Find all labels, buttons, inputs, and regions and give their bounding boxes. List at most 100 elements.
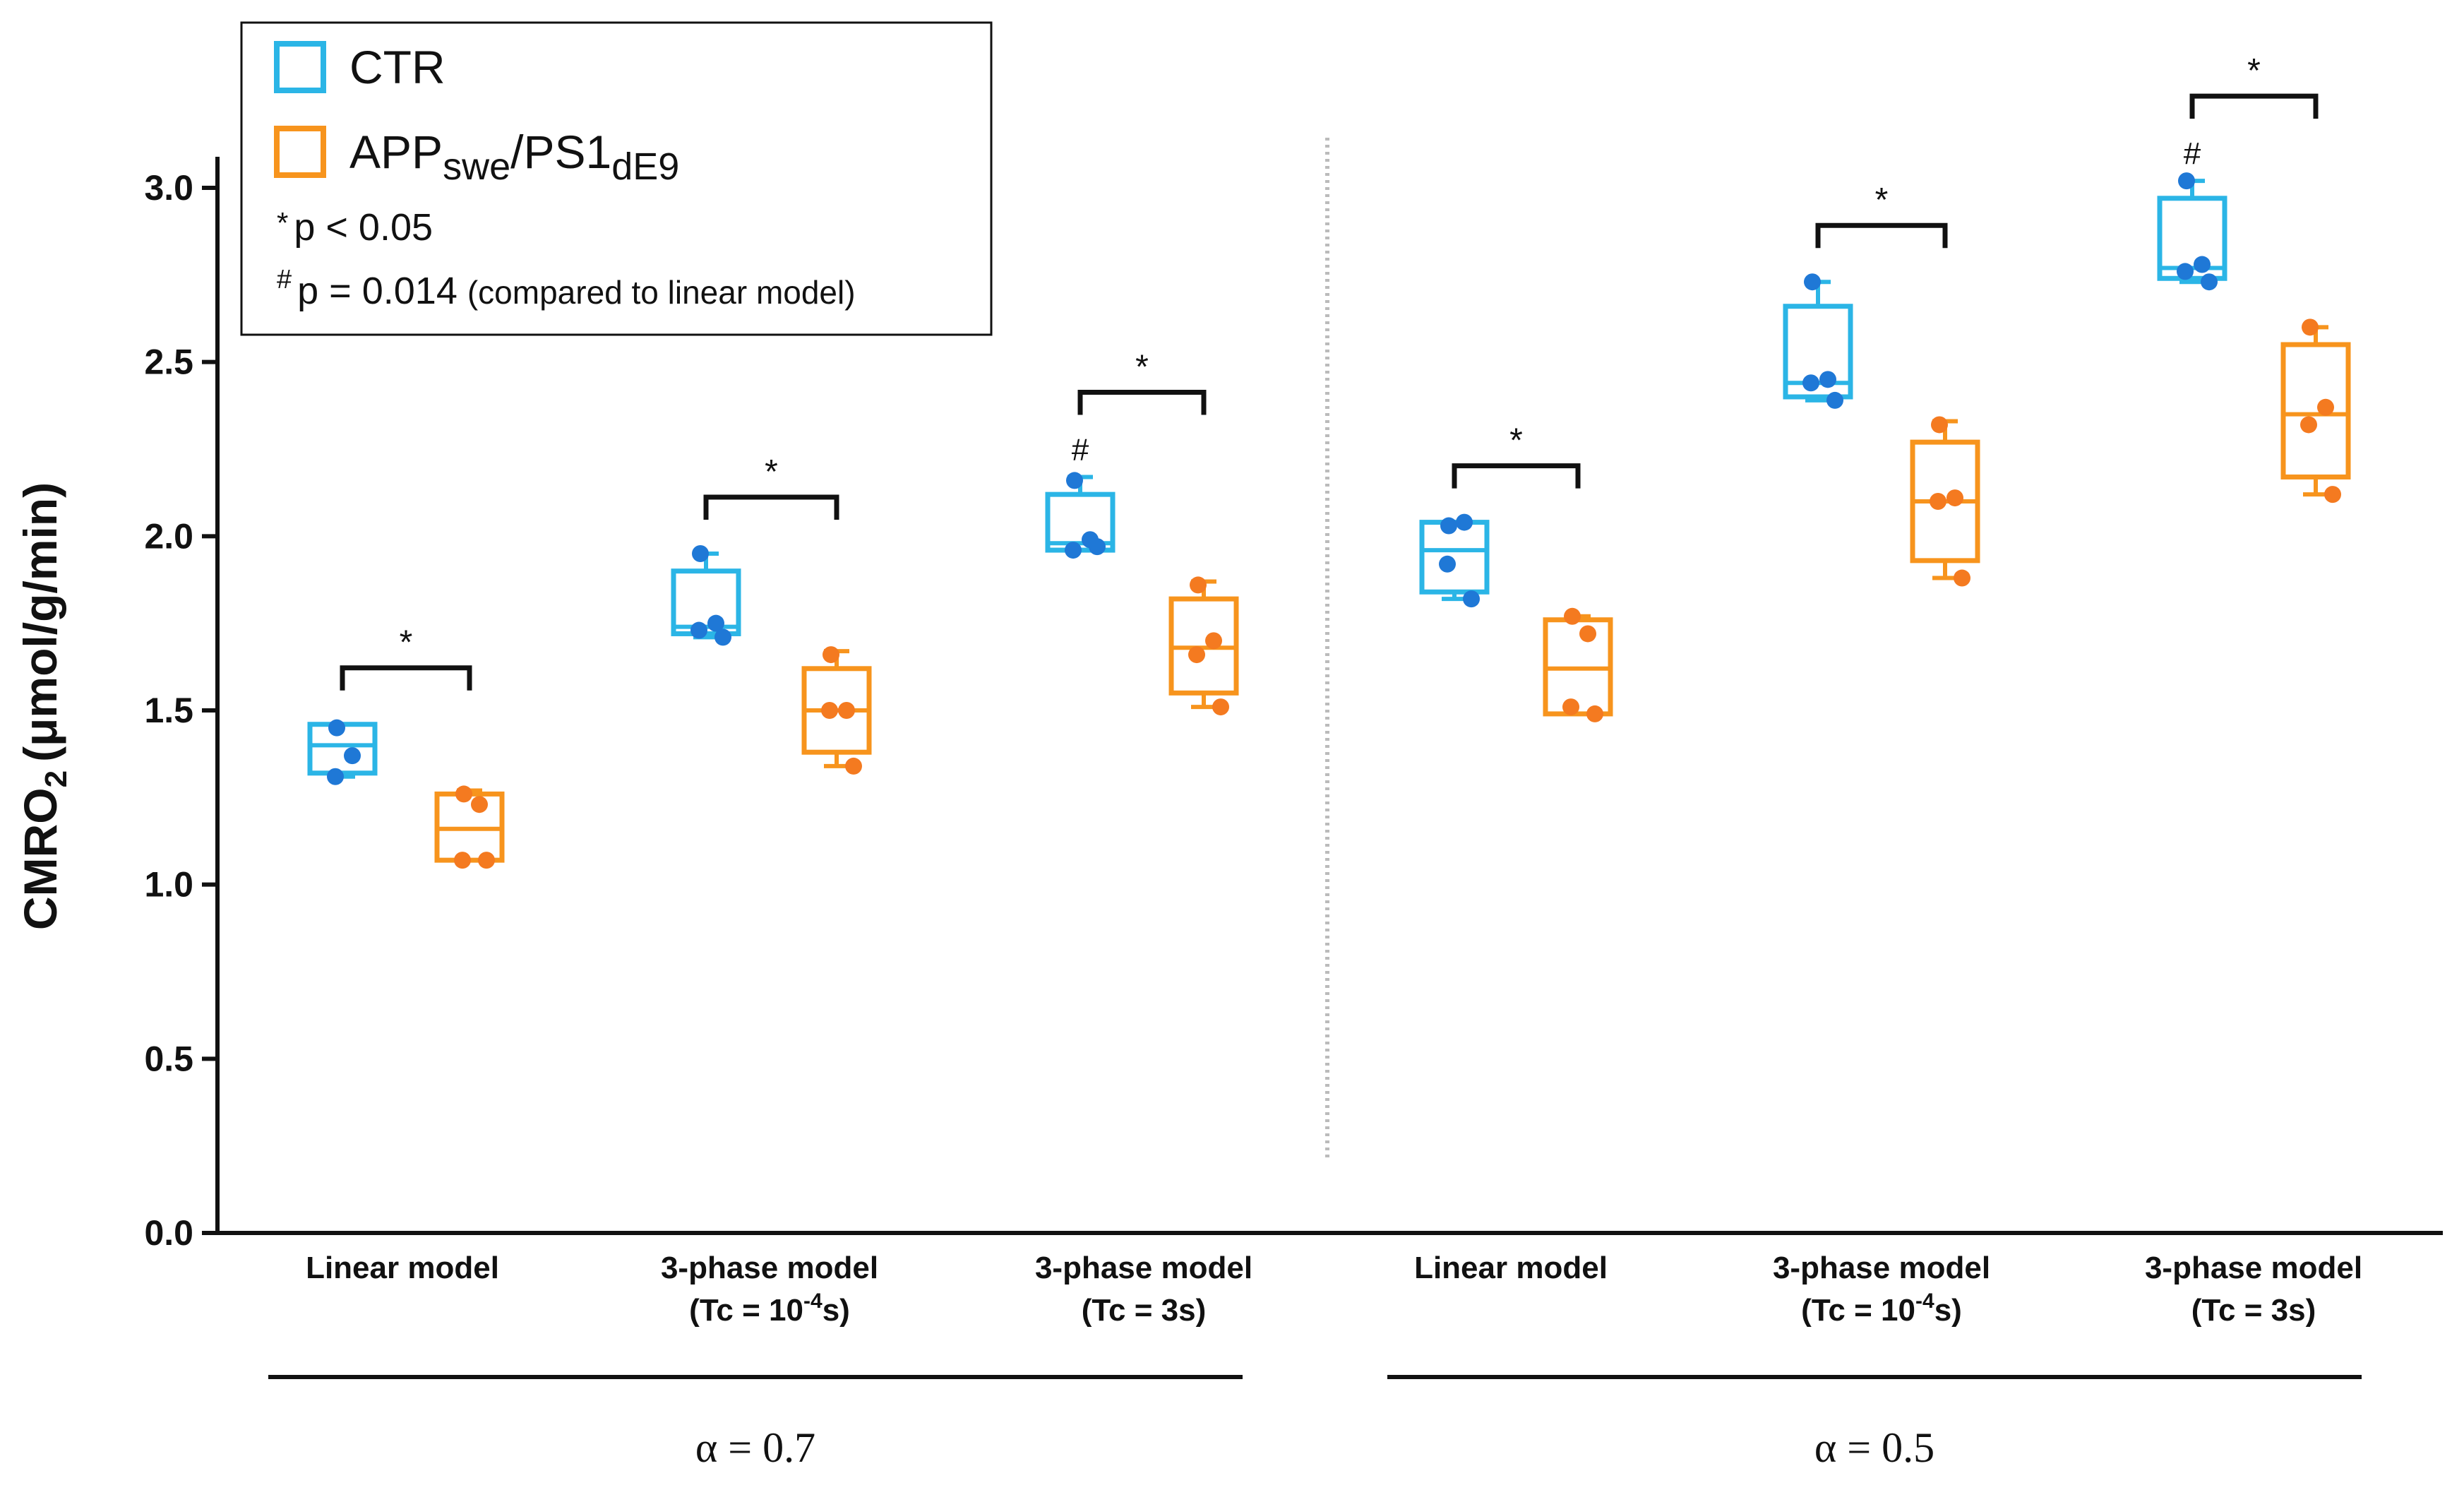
ctr-box-0-2 [1045,472,1116,559]
data-point [2178,172,2195,190]
data-point [1463,590,1480,608]
y-ticks: 0.0 0.5 1.0 1.5 2.0 2.5 3.0 [144,168,217,1253]
data-point [2300,416,2317,434]
significance-star: * [1509,422,1523,460]
data-point [821,702,838,719]
app-box-0-1 [801,646,872,775]
data-point [1456,513,1473,531]
significance-bracket: * [1452,422,1581,489]
y-tick-label: 1.5 [144,691,193,730]
group-label: α = 0.7 [695,1424,815,1471]
category-label: Linear model [1414,1251,1608,1285]
significance-star: * [1875,181,1889,219]
data-point [1439,555,1456,573]
app-box-0-2 [1168,576,1239,716]
data-point [714,628,731,646]
data-point [2194,256,2211,273]
category-label-line1: 3-phase model [1773,1251,1990,1285]
ctr-box-0-0 [307,719,378,785]
data-point [2317,398,2334,416]
data-point [2302,318,2319,336]
data-point [1819,371,1836,388]
data-point [1089,538,1106,556]
legend: CTR APPswe/PS1dE9 * p < 0.05 # p = 0.014 (c… [240,21,993,336]
data-point [471,796,488,813]
data-point [478,852,495,869]
data-point [1440,517,1457,535]
data-point [1205,632,1222,650]
legend-app-label: APPswe/PS1dE9 [349,126,679,188]
hash-marker: # [1072,432,1089,467]
data-point [1802,374,1819,392]
data-point [454,852,471,869]
y-tick-label: 2.0 [144,516,193,556]
legend-ctr-label: CTR [349,41,445,93]
axes [215,157,2443,1235]
hash-marker: # [2184,136,2201,171]
ctr-box-0-1 [671,545,741,646]
y-tick-label: 3.0 [144,168,193,208]
y-tick-label: 0.0 [144,1213,193,1253]
legend-ctr-swatch [274,41,326,93]
category-labels: Linear model 3-phase model(Tc = 10-4s)3-p… [306,1251,2362,1328]
legend-app-swatch [274,126,326,178]
category-label: 3-phase model (Tc = 10-4s) [661,1251,878,1328]
category-label: 3-phase model (Tc = 3s) [1035,1251,1252,1328]
data-point [328,719,345,737]
box-iqr [671,568,741,636]
bracket-line [2189,93,2319,119]
y-axis-label: CMRO2(μmol/g/min) [14,482,73,930]
data-point [2324,486,2341,503]
significance-star: * [400,624,413,662]
category-label-line2: (Tc = 3s) [1082,1293,1206,1328]
category-label-line1: 3-phase model [2145,1251,2362,1285]
significance-bracket: * [340,624,472,691]
significance-bracket: * [2189,52,2319,119]
box-iqr [2280,342,2351,479]
category-label: 3-phase model (Tc = 3s) [2145,1251,2362,1328]
app-box-1-0 [1543,607,1613,722]
category-label-line1: 3-phase model [661,1251,878,1285]
data-point [1065,542,1082,559]
bracket-line [1815,222,1948,249]
bracket-line [703,494,839,520]
data-point [344,747,361,765]
data-point [692,545,709,562]
significance-star: * [1135,348,1149,386]
data-point [1564,607,1581,625]
ctr-box-1-2 [2157,172,2227,291]
significance-star: * [765,453,778,491]
data-point [1579,625,1596,643]
data-point [1930,493,1946,510]
y-tick-label: 1.0 [144,865,193,905]
category-label: 3-phase model (Tc = 10-4s) [1773,1251,1990,1328]
alpha-group-1: α = 0.7 [268,1375,1243,1471]
y-tick-label: 0.5 [144,1039,193,1078]
box-iqr [2157,196,2227,281]
bracket-line [1452,463,1581,489]
ctr-box-1-0 [1419,513,1490,608]
data-point [1212,698,1229,716]
app-box-0-0 [434,785,505,869]
category-label-line1: Linear model [306,1251,499,1285]
app-box-1-2 [2280,318,2351,503]
data-point [1946,489,1963,507]
category-label-line1: Linear model [1414,1251,1608,1285]
data-point [1190,576,1207,594]
category-label-line2: (Tc = 3s) [2191,1293,2316,1328]
significance-star: * [2247,52,2261,90]
significance-bracket: * [1077,348,1207,415]
alpha-group-2: α = 0.5 [1387,1375,2362,1471]
bracket-line [340,665,472,691]
legend-star-note: * p < 0.05 [277,206,433,249]
data-point [455,785,472,803]
data-point [1066,472,1083,489]
bracket-line [1077,389,1207,415]
data-point [690,621,707,639]
data-point [1586,705,1603,722]
data-point [2177,263,2194,280]
data-point [327,768,344,785]
ctr-box-1-1 [1783,273,1853,409]
data-point [1954,569,1970,587]
